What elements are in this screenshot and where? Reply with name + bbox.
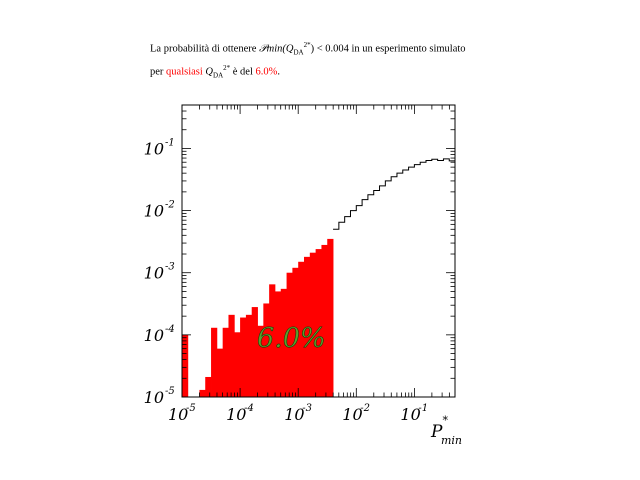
caption-math-sup: 2* [223,63,231,72]
histogram-bar [240,317,247,397]
tick-label-exponent: -1 [418,403,428,414]
histogram-bar [245,314,253,397]
tick-label-base: 10 [144,388,164,407]
caption-text: per [150,66,167,78]
x-label-sup: * [442,414,448,427]
axis-ticks [181,104,456,398]
caption-period: . [277,66,281,78]
tick-label: 10-2 [144,200,175,221]
histogram-bar [228,314,235,397]
histogram-bar [199,389,206,397]
y-tick-labels: 10-510-410-310-210-1 [144,137,175,407]
histogram-bar [327,238,334,397]
histogram-bar [234,332,241,397]
caption-math: 𝒫min(Q [259,43,294,55]
histogram-bar [298,261,305,397]
x-axis-label: P* min [430,414,462,447]
histogram-bar [286,272,293,397]
tick-label-exponent: -5 [165,386,175,397]
histogram-outline [333,158,455,230]
caption-math-sup: 2* [303,41,311,49]
histogram-bar [257,325,264,397]
tick-label-exponent: -4 [244,403,254,414]
caption-line-2: per qualsiasi QDA2* è del 6.0%. [150,61,570,84]
histogram-bar [222,327,229,397]
histogram-bar [216,348,224,397]
histogram-bar [292,267,299,397]
caption-math: Q [202,66,214,78]
tick-label: 10-5 [168,403,196,424]
tick-label: 10-1 [400,403,428,424]
histogram-bar [211,327,218,397]
tick-label-base: 10 [144,139,164,158]
percentage-annotation: 6.0% [257,323,326,354]
x-tick-labels: 10-5 10-4 10-3 10-2 10-1 [168,403,428,424]
tick-label: 10-5 [144,386,175,407]
tick-label: 10-4 [226,403,254,424]
histogram-bar [315,249,322,397]
histogram-bar [321,244,328,397]
tick-label-exponent: -4 [165,324,175,335]
caption-text: La probabilità di ottenere [150,43,260,55]
tick-label: 10-3 [144,262,175,283]
histogram-bar [309,252,317,397]
histogram-bar [251,307,258,397]
tick-label-base: 10 [144,202,164,221]
tick-label-base: 10 [342,405,362,424]
caption-text-end: in un esperimento simulato [348,43,466,55]
tick-label-base: 10 [284,405,304,424]
histogram-bar [280,288,287,397]
histogram-bar [182,334,189,397]
histogram-bar [263,303,270,397]
tick-label-base: 10 [168,405,188,424]
histogram-bar [304,256,311,397]
plot-frame [181,104,456,398]
caption-math-sub: DA [213,71,224,80]
x-label-base: P [430,422,443,442]
x-label-sub: min [441,434,462,447]
caption-percentage: 6.0% [255,66,278,78]
tick-label-exponent: -3 [165,262,175,273]
tick-label: 10-2 [342,403,370,424]
tick-label-exponent: -5 [186,403,196,414]
caption-line-1: La probabilità di ottenere 𝒫min(QDA2*) <… [150,38,570,61]
caption-math-end: ) < 0.004 [310,43,349,55]
chart-caption: La probabilità di ottenere 𝒫min(QDA2*) <… [150,38,570,83]
tick-label: 10-1 [144,137,175,158]
filled-bars [182,238,334,397]
tick-label-exponent: -2 [165,200,175,211]
caption-math-sub: DA [293,48,304,57]
histogram-bar [269,284,276,397]
tick-label-base: 10 [400,405,420,424]
caption-text: è del [230,66,256,78]
tick-label-base: 10 [226,405,246,424]
tick-label: 10-3 [284,403,312,424]
tick-label-base: 10 [144,264,164,283]
tick-label: 10-4 [144,324,175,345]
tick-label-exponent: -1 [165,137,175,148]
histogram-bar [205,376,212,397]
tick-label-exponent: -3 [302,403,312,414]
caption-highlight: qualsiasi [166,66,203,78]
histogram-bar [274,291,282,397]
tick-label-base: 10 [144,326,164,345]
tick-label-exponent: -2 [360,403,370,414]
